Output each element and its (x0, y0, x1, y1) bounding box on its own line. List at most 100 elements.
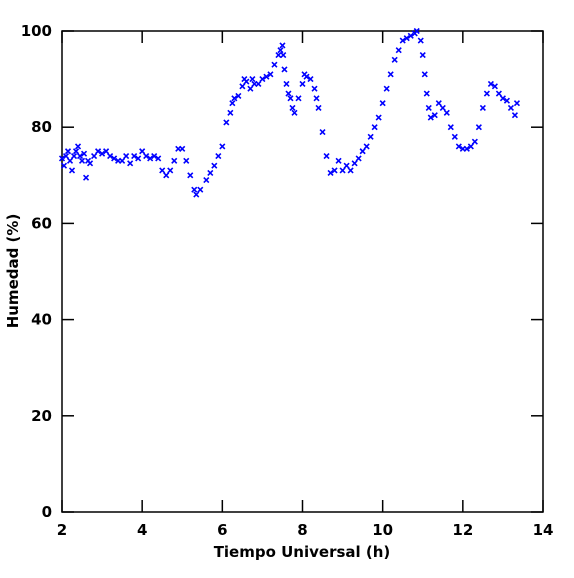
point (421, 71, 428, 78)
point (503, 97, 510, 104)
point (151, 152, 158, 160)
point (123, 152, 130, 160)
point (231, 95, 238, 102)
point (143, 152, 150, 160)
point (427, 114, 434, 121)
point (243, 78, 250, 85)
point (107, 152, 114, 160)
point (62, 152, 70, 160)
point (475, 124, 482, 131)
y-tick-label: 80 (31, 118, 52, 136)
point (413, 27, 420, 35)
point (291, 109, 298, 116)
point (319, 128, 326, 136)
point (355, 155, 362, 162)
point (419, 51, 426, 59)
point (313, 95, 320, 102)
point (487, 80, 494, 87)
point (371, 124, 378, 131)
point (399, 37, 406, 44)
point (280, 51, 287, 59)
point (111, 155, 118, 162)
point (403, 35, 410, 42)
point (375, 114, 382, 121)
point (99, 150, 106, 157)
point (331, 167, 338, 174)
x-tick-label: 10 (372, 521, 393, 539)
point (367, 133, 374, 140)
point (235, 92, 242, 100)
point (467, 143, 474, 150)
point (72, 148, 80, 155)
point (131, 152, 138, 160)
y-tick-label: 40 (31, 311, 52, 329)
point (303, 73, 310, 80)
point (279, 42, 286, 49)
point (275, 51, 282, 59)
point (335, 157, 342, 164)
point (139, 148, 146, 155)
point (95, 148, 102, 155)
point (193, 191, 200, 198)
y-tick-label: 100 (21, 22, 52, 40)
point (171, 157, 178, 164)
point (315, 104, 322, 112)
point (74, 143, 82, 150)
point (311, 85, 318, 92)
point (327, 169, 334, 176)
point (495, 90, 502, 97)
y-tick-label: 60 (31, 214, 52, 232)
point (119, 157, 126, 164)
point (183, 157, 190, 164)
point (207, 169, 214, 176)
point (64, 148, 72, 155)
point (513, 100, 521, 107)
point (343, 162, 350, 169)
y-axis-label: Humedad (%) (4, 214, 22, 329)
point (491, 83, 498, 90)
point (76, 152, 84, 160)
point (163, 172, 170, 179)
point (82, 174, 90, 181)
point (391, 56, 398, 63)
x-tick-label: 6 (217, 521, 227, 539)
point (147, 155, 154, 162)
point (287, 95, 294, 102)
point (267, 71, 274, 78)
plot-frame (61, 30, 544, 513)
point (103, 148, 110, 155)
point (407, 32, 414, 39)
point (347, 167, 354, 174)
point (215, 152, 222, 160)
point (511, 112, 519, 119)
point (211, 162, 218, 169)
point (127, 160, 134, 167)
point (197, 186, 204, 193)
point (80, 150, 88, 157)
point (289, 104, 296, 112)
point (423, 90, 430, 97)
point (295, 95, 302, 102)
point (70, 152, 78, 160)
point (191, 186, 198, 193)
point (135, 155, 142, 162)
point (351, 160, 358, 167)
point (483, 90, 490, 97)
point (359, 148, 366, 155)
point (58, 155, 66, 162)
point (283, 80, 290, 87)
point (78, 157, 86, 164)
point (281, 66, 288, 73)
point (285, 90, 292, 97)
point (271, 61, 278, 68)
point (155, 155, 162, 162)
point (239, 83, 246, 90)
point (425, 104, 432, 112)
x-tick-label: 2 (57, 521, 67, 539)
point (259, 76, 266, 83)
point (247, 85, 254, 92)
x-tick-label: 8 (297, 521, 307, 539)
point (223, 119, 230, 126)
point (447, 124, 454, 131)
point (383, 85, 390, 92)
